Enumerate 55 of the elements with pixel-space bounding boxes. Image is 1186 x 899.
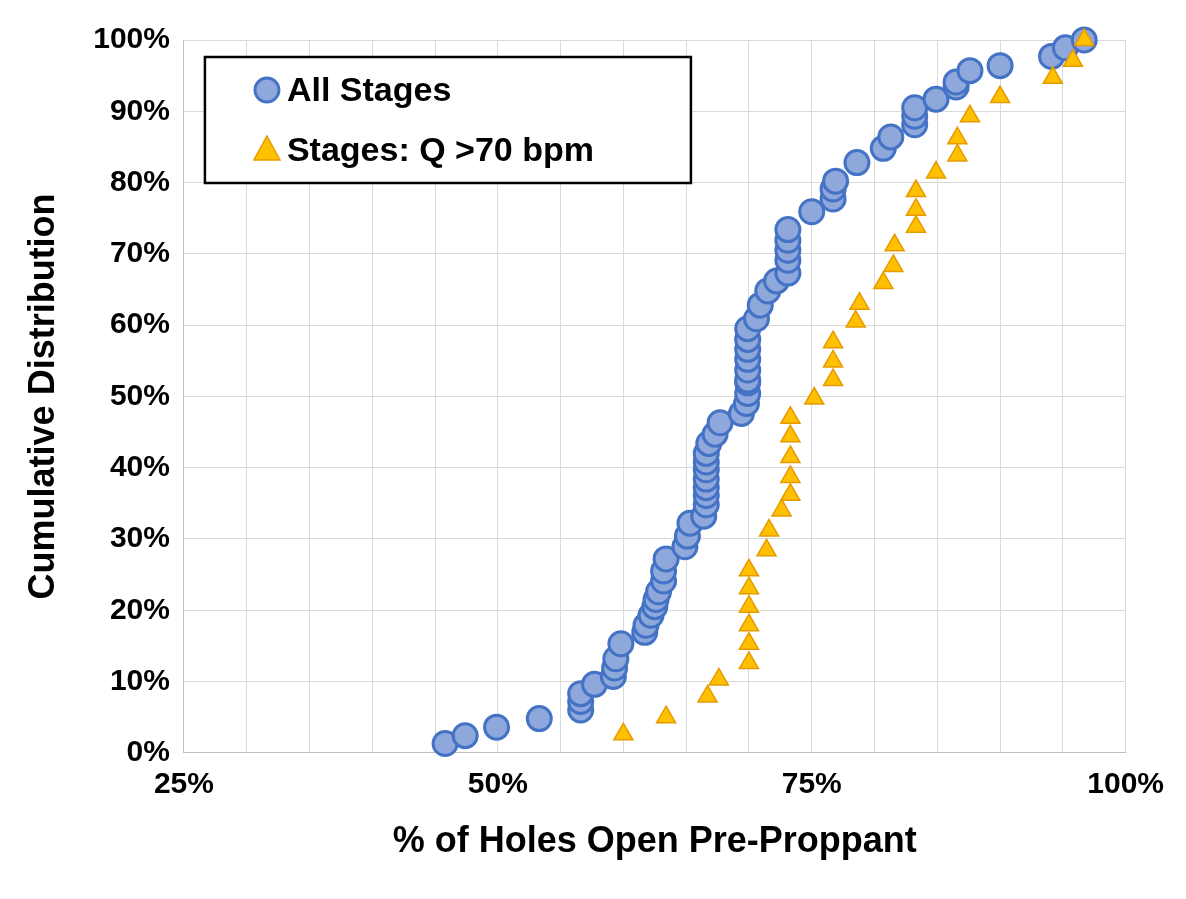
x-axis-title: % of Holes Open Pre-Proppant	[392, 819, 917, 861]
y-tick-label: 80%	[109, 163, 170, 197]
y-tick-label: 20%	[109, 591, 170, 625]
point	[849, 291, 870, 310]
x-tick-label: 25%	[153, 766, 214, 800]
point	[738, 594, 760, 613]
point	[655, 705, 677, 724]
point	[905, 179, 927, 198]
point	[803, 386, 825, 405]
point	[822, 330, 844, 349]
point	[756, 538, 777, 557]
y-tick-label: 40%	[109, 448, 170, 482]
point	[758, 518, 780, 537]
point	[738, 576, 760, 595]
point	[771, 498, 792, 517]
x-tick-label: 50%	[467, 766, 528, 800]
y-tick-label: 100%	[93, 21, 170, 55]
y-tick-label: 60%	[109, 306, 170, 340]
point	[738, 631, 760, 650]
point	[959, 104, 981, 123]
point	[947, 126, 968, 145]
point	[883, 254, 904, 273]
y-tick-label: 90%	[109, 92, 170, 126]
point	[947, 143, 968, 162]
point	[780, 424, 801, 443]
point	[738, 651, 760, 670]
point	[925, 160, 947, 179]
point	[884, 233, 905, 252]
point	[697, 684, 718, 703]
point	[780, 483, 801, 502]
point	[905, 197, 927, 216]
point	[822, 368, 844, 387]
point	[738, 613, 760, 632]
point	[905, 215, 927, 233]
y-axis-title: Cumulative Distribution	[20, 193, 62, 600]
point	[822, 349, 844, 368]
point	[989, 85, 1011, 104]
x-tick-label: 100%	[1087, 766, 1164, 800]
legend-label: All Stages	[286, 70, 452, 109]
legend-label: Stages: Q >70 bpm	[286, 130, 594, 169]
y-tick-label: 0%	[126, 734, 170, 768]
point	[780, 465, 801, 484]
point	[780, 406, 801, 425]
point	[780, 445, 801, 464]
point	[1042, 66, 1064, 85]
y-tick-label: 50%	[109, 377, 170, 411]
x-tick-label: 75%	[781, 766, 842, 800]
point	[873, 271, 894, 290]
y-tick-label: 10%	[109, 662, 170, 696]
point	[708, 667, 730, 686]
point	[845, 309, 866, 328]
point	[738, 558, 760, 577]
y-tick-label: 30%	[109, 520, 170, 554]
y-tick-label: 70%	[109, 235, 170, 269]
point	[613, 722, 634, 741]
